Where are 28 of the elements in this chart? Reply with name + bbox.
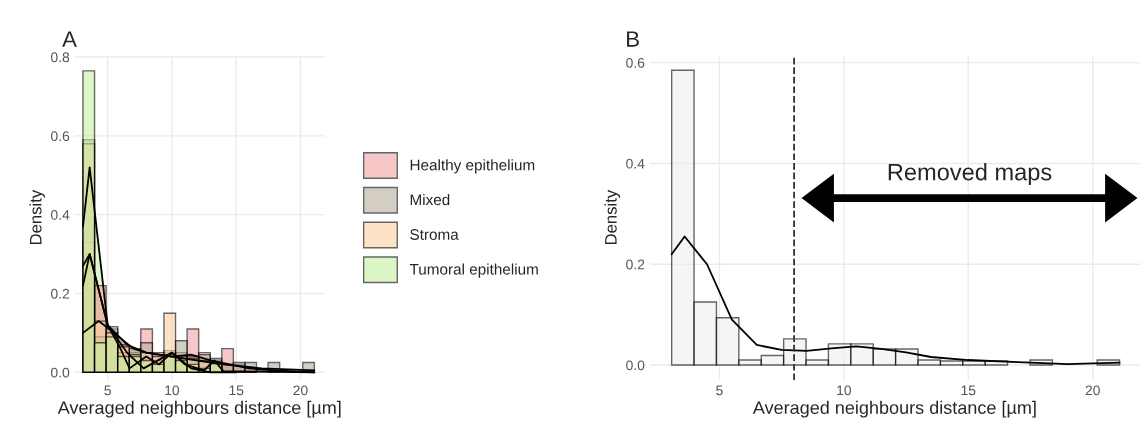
x-tick-label: 15 xyxy=(961,385,976,396)
x-tick-label: 10 xyxy=(165,385,180,396)
chart-title: B xyxy=(627,31,639,47)
annotation: Removed maps xyxy=(888,163,1052,186)
y-tick-label: 0.2 xyxy=(626,259,645,270)
y-tick-label: 0.6 xyxy=(626,57,645,68)
legend-label: Mixed xyxy=(410,193,450,206)
y-tick-label: 0.8 xyxy=(51,52,70,63)
y-tick-label: 0.4 xyxy=(626,158,645,169)
x-tick-label: 20 xyxy=(1085,385,1100,396)
chart-title: A xyxy=(62,31,77,47)
x-tick-label: 5 xyxy=(104,385,111,396)
y-tick-label: 0.4 xyxy=(51,210,70,220)
legend-label: Stroma xyxy=(410,229,459,240)
y-tick-label: 0.0 xyxy=(626,360,645,371)
legend-label: Tumoral epithelium xyxy=(409,263,538,278)
y-axis-title: Density xyxy=(604,189,621,245)
y-tick-label: 0.6 xyxy=(51,131,70,142)
x-tick-label: 10 xyxy=(837,385,852,396)
y-tick-label: 0.2 xyxy=(51,288,70,299)
x-axis-title: Averaged neighbours distance [µm] xyxy=(57,400,341,418)
x-axis-title: Averaged neighbours distance [µm] xyxy=(752,400,1036,418)
y-axis-title: Density xyxy=(29,189,45,245)
y-tick-label: 0.0 xyxy=(51,367,70,378)
x-tick-label: 5 xyxy=(716,385,723,396)
legend-label: Healthy epithelium xyxy=(410,159,535,174)
x-tick-label: 15 xyxy=(229,385,244,396)
x-tick-label: 20 xyxy=(293,385,308,396)
